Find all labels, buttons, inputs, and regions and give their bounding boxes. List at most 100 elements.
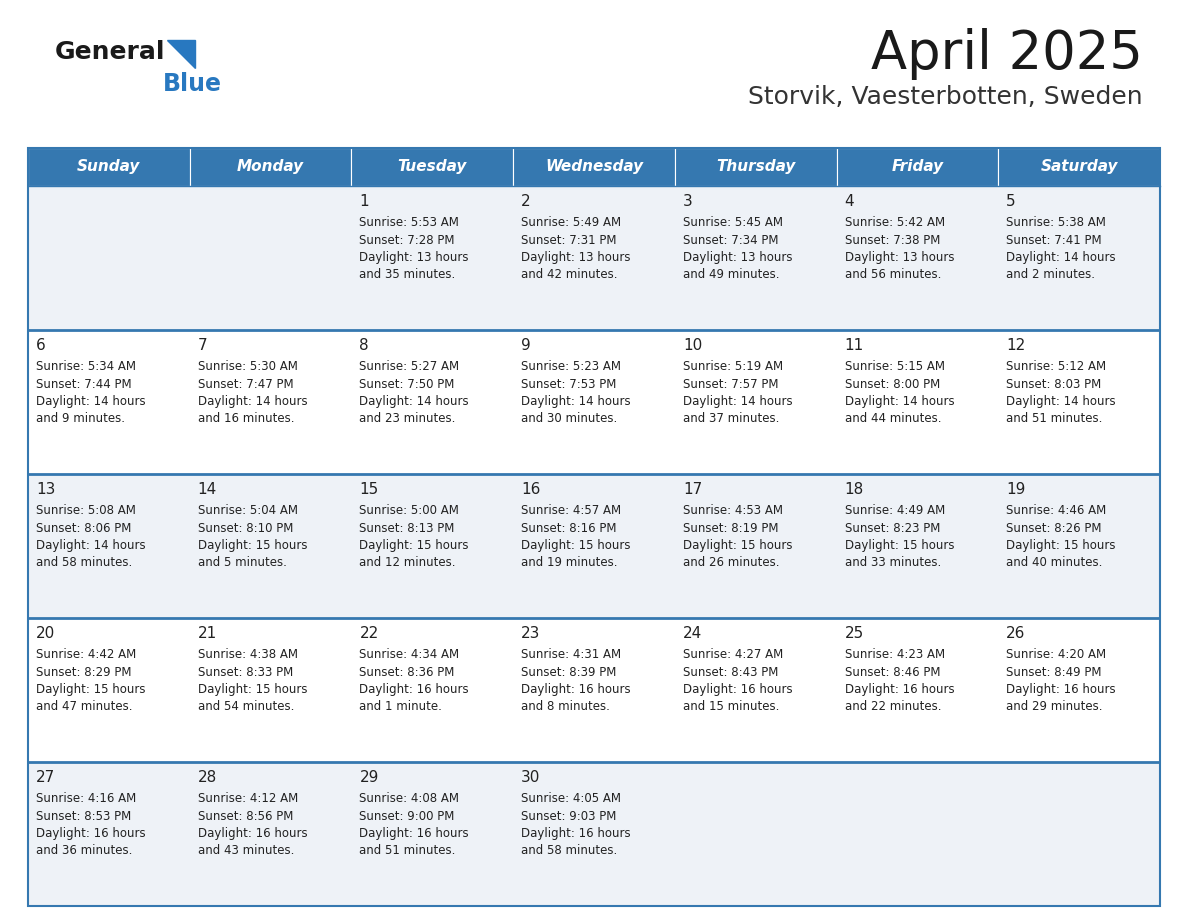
Text: 17: 17 [683,482,702,497]
Text: Blue: Blue [163,72,222,96]
Bar [513,618,675,762]
Text: 14: 14 [197,482,217,497]
Text: and 47 minutes.: and 47 minutes. [36,700,133,713]
Text: Sunrise: 4:31 AM: Sunrise: 4:31 AM [522,648,621,661]
Text: and 44 minutes.: and 44 minutes. [845,412,941,426]
Text: Daylight: 14 hours: Daylight: 14 hours [683,395,792,408]
Text: 2: 2 [522,194,531,209]
Text: and 56 minutes.: and 56 minutes. [845,268,941,282]
Text: Sunrise: 4:23 AM: Sunrise: 4:23 AM [845,648,944,661]
Text: and 49 minutes.: and 49 minutes. [683,268,779,282]
Text: Thursday: Thursday [716,160,796,174]
Text: 29: 29 [360,770,379,785]
Text: and 33 minutes.: and 33 minutes. [845,556,941,569]
Text: Sunrise: 4:12 AM: Sunrise: 4:12 AM [197,792,298,805]
Text: Sunset: 7:57 PM: Sunset: 7:57 PM [683,377,778,390]
Bar [513,474,675,618]
Bar [998,474,1159,618]
Text: and 29 minutes.: and 29 minutes. [1006,700,1102,713]
Text: Sunset: 8:39 PM: Sunset: 8:39 PM [522,666,617,678]
Text: and 35 minutes.: and 35 minutes. [360,268,456,282]
Text: Monday: Monday [238,160,304,174]
Bar [29,148,190,186]
Text: Daylight: 15 hours: Daylight: 15 hours [197,683,308,696]
Text: Daylight: 13 hours: Daylight: 13 hours [360,251,469,264]
Text: 12: 12 [1006,338,1025,353]
Bar [190,186,352,330]
Bar [29,762,190,906]
Text: Daylight: 13 hours: Daylight: 13 hours [522,251,631,264]
Text: Saturday: Saturday [1041,160,1118,174]
Text: and 8 minutes.: and 8 minutes. [522,700,609,713]
Text: Sunrise: 4:16 AM: Sunrise: 4:16 AM [36,792,137,805]
Text: 8: 8 [360,338,369,353]
Text: Sunrise: 4:42 AM: Sunrise: 4:42 AM [36,648,137,661]
Text: Sunrise: 5:38 AM: Sunrise: 5:38 AM [1006,216,1106,229]
Text: Daylight: 16 hours: Daylight: 16 hours [360,683,469,696]
Text: Daylight: 13 hours: Daylight: 13 hours [845,251,954,264]
Text: Daylight: 15 hours: Daylight: 15 hours [845,539,954,552]
Bar [352,148,513,186]
Bar [29,474,190,618]
Bar [836,618,998,762]
Text: and 58 minutes.: and 58 minutes. [522,845,618,857]
Text: 4: 4 [845,194,854,209]
Text: Sunrise: 4:05 AM: Sunrise: 4:05 AM [522,792,621,805]
Text: Sunrise: 5:12 AM: Sunrise: 5:12 AM [1006,360,1106,373]
Text: Sunrise: 5:00 AM: Sunrise: 5:00 AM [360,504,460,517]
Text: and 26 minutes.: and 26 minutes. [683,556,779,569]
Text: Daylight: 14 hours: Daylight: 14 hours [360,395,469,408]
Text: Sunrise: 5:15 AM: Sunrise: 5:15 AM [845,360,944,373]
Bar [29,186,190,330]
Text: and 42 minutes.: and 42 minutes. [522,268,618,282]
Text: and 9 minutes.: and 9 minutes. [36,412,125,426]
Text: 18: 18 [845,482,864,497]
Text: Sunrise: 5:04 AM: Sunrise: 5:04 AM [197,504,298,517]
Text: Sunset: 8:19 PM: Sunset: 8:19 PM [683,521,778,534]
Text: and 5 minutes.: and 5 minutes. [197,556,286,569]
Bar [513,186,675,330]
Text: 13: 13 [36,482,56,497]
Text: Daylight: 15 hours: Daylight: 15 hours [683,539,792,552]
Text: Sunset: 8:53 PM: Sunset: 8:53 PM [36,810,131,823]
Bar [29,148,1159,906]
Text: Sunset: 8:06 PM: Sunset: 8:06 PM [36,521,132,534]
Bar [190,762,352,906]
Text: 23: 23 [522,626,541,641]
Text: Sunrise: 4:27 AM: Sunrise: 4:27 AM [683,648,783,661]
Bar [352,186,513,330]
Text: 20: 20 [36,626,56,641]
Text: Sunset: 8:43 PM: Sunset: 8:43 PM [683,666,778,678]
Text: Sunset: 8:00 PM: Sunset: 8:00 PM [845,377,940,390]
Text: Sunset: 7:34 PM: Sunset: 7:34 PM [683,233,778,247]
Text: Sunset: 9:03 PM: Sunset: 9:03 PM [522,810,617,823]
Text: Sunset: 8:23 PM: Sunset: 8:23 PM [845,521,940,534]
Text: 27: 27 [36,770,56,785]
Text: and 15 minutes.: and 15 minutes. [683,700,779,713]
Text: and 30 minutes.: and 30 minutes. [522,412,618,426]
Text: Daylight: 14 hours: Daylight: 14 hours [197,395,308,408]
Text: Sunset: 8:49 PM: Sunset: 8:49 PM [1006,666,1101,678]
Text: and 16 minutes.: and 16 minutes. [197,412,295,426]
Text: Daylight: 16 hours: Daylight: 16 hours [683,683,792,696]
Text: Daylight: 16 hours: Daylight: 16 hours [1006,683,1116,696]
Text: and 36 minutes.: and 36 minutes. [36,845,132,857]
Text: and 2 minutes.: and 2 minutes. [1006,268,1095,282]
Text: Tuesday: Tuesday [398,160,467,174]
Text: and 12 minutes.: and 12 minutes. [360,556,456,569]
Bar [352,618,513,762]
Text: Daylight: 16 hours: Daylight: 16 hours [36,827,146,840]
Text: Sunrise: 5:53 AM: Sunrise: 5:53 AM [360,216,460,229]
Text: 25: 25 [845,626,864,641]
Text: and 22 minutes.: and 22 minutes. [845,700,941,713]
Text: Daylight: 14 hours: Daylight: 14 hours [36,539,146,552]
Text: Sunrise: 5:34 AM: Sunrise: 5:34 AM [36,360,135,373]
Text: 7: 7 [197,338,208,353]
Text: General: General [55,40,165,64]
Text: Friday: Friday [891,160,943,174]
Bar [836,148,998,186]
Text: Sunset: 8:13 PM: Sunset: 8:13 PM [360,521,455,534]
Bar [998,186,1159,330]
Bar [513,330,675,474]
Bar [675,474,836,618]
